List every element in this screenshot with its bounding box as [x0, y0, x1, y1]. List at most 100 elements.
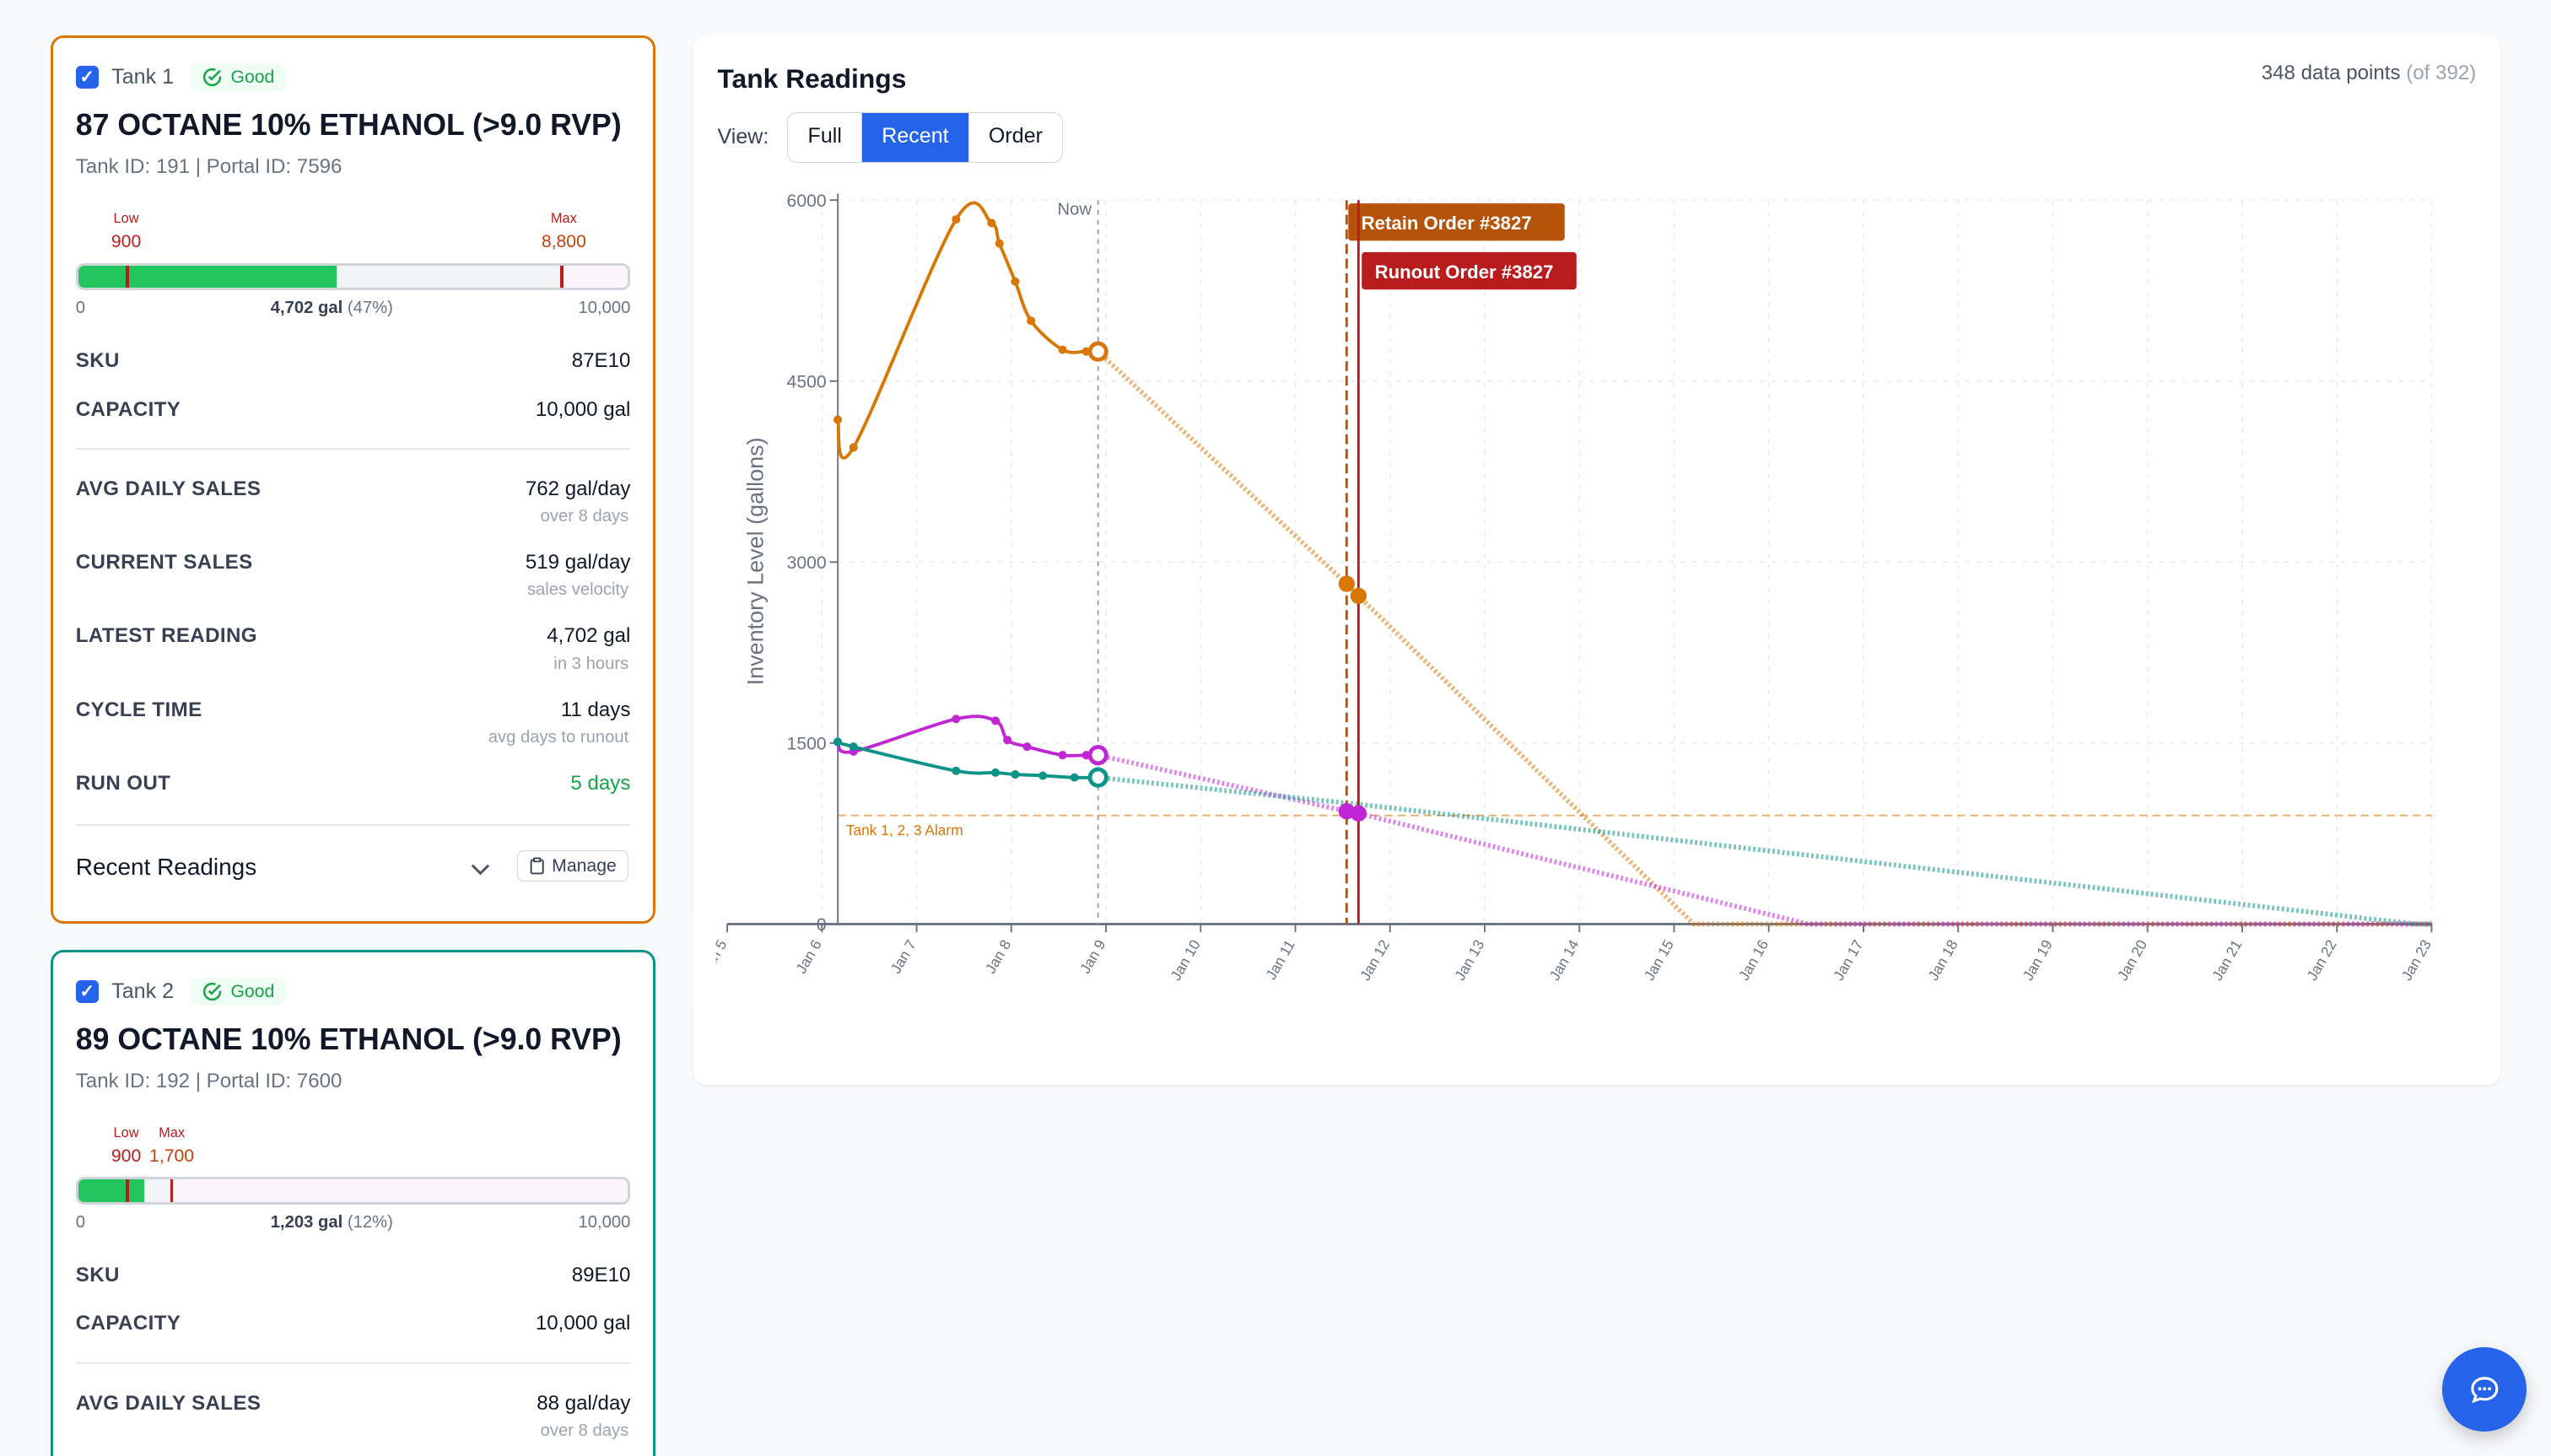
current-gal: 4,702 gal — [270, 298, 343, 317]
tank-header: ✓ Tank 1 Good — [75, 61, 286, 94]
row-note: sales velocity — [526, 580, 629, 599]
view-full-button[interactable]: Full — [807, 124, 842, 148]
tank-card-1[interactable]: ✓ Tank 1 Good 87 OCTANE 10% ETHANOL (>9.… — [50, 35, 656, 925]
max-value: 8,800 — [541, 231, 586, 251]
view-order-button[interactable]: Order — [968, 113, 1062, 162]
y-tick-label: 4500 — [787, 372, 827, 391]
row-note: over 8 days — [540, 506, 629, 526]
x-tick-label: Jan 7 — [887, 937, 920, 977]
reading-point — [1011, 277, 1020, 286]
status-badge: Good — [190, 978, 286, 1006]
forecast-line — [1098, 752, 2432, 927]
divider — [75, 823, 631, 826]
y-tick-label: 3000 — [787, 553, 827, 573]
x-tick-label: Jan 11 — [1262, 937, 1298, 983]
level-scale: 0 4,702 gal (47%) 10,000 — [76, 299, 631, 318]
reading-point — [995, 239, 1004, 248]
x-tick-label: Jan 18 — [1924, 937, 1960, 984]
over-max-zone — [171, 1179, 628, 1203]
current-pct: (12%) — [347, 1212, 393, 1232]
tank-readings-panel: Tank Readings 348 data points (of 392) V… — [693, 35, 2501, 1086]
row-key: AVG DAILY SALES — [75, 1391, 262, 1415]
view-recent-button[interactable]: Recent — [861, 113, 968, 162]
scale-max: 10,000 — [578, 298, 631, 317]
row-key: CYCLE TIME — [75, 698, 202, 722]
level-fill — [78, 265, 337, 289]
alarm-label: Tank 1, 2, 3 Alarm — [846, 822, 963, 839]
view-label: View: — [717, 125, 769, 149]
status-text: Good — [230, 981, 275, 1001]
row-sku: SKU 87E10 — [76, 349, 631, 373]
row-capacity: CAPACITY 10,000 gal — [76, 398, 631, 422]
chevron-down-icon[interactable] — [469, 858, 492, 881]
row-key: LATEST READING — [75, 623, 257, 647]
reading-point — [849, 443, 858, 452]
reading-line — [836, 715, 1098, 758]
chat-button[interactable] — [2441, 1346, 2527, 1432]
order-flag — [1348, 203, 1565, 241]
row-value: 10,000 gal — [535, 397, 631, 421]
x-tick-label: Jan 14 — [1545, 936, 1583, 983]
low-value: 900 — [111, 231, 142, 251]
order-flag — [1362, 251, 1577, 290]
row-latest-reading: LATEST READING 4,702 gal — [76, 624, 631, 648]
scale-max: 10,000 — [578, 1212, 631, 1232]
max-marker — [560, 265, 564, 289]
tank-select-checkbox[interactable]: ✓ — [75, 980, 99, 1004]
panel-title: Tank Readings — [717, 63, 907, 94]
row-run-out: RUN OUT 5 days — [76, 772, 631, 795]
order-flag-label: Runout Order #3827 — [1375, 262, 1554, 283]
order-point — [1350, 587, 1367, 605]
product-name: 89 OCTANE 10% ETHANOL (>9.0 RVP) — [75, 1022, 622, 1057]
low-label: Low — [113, 1124, 139, 1141]
low-marker — [126, 265, 130, 289]
view-toggle: Full Recent Order — [787, 112, 1064, 163]
tank-select-checkbox[interactable]: ✓ — [75, 66, 99, 89]
reading-point — [952, 715, 961, 724]
level-fill — [78, 1179, 144, 1203]
scale-min: 0 — [75, 298, 86, 317]
reading-point — [952, 215, 961, 224]
row-avg-daily-sales: AVG DAILY SALES 88 gal/day — [76, 1392, 631, 1416]
row-capacity: CAPACITY 10,000 gal — [76, 1312, 631, 1335]
level-scale: 0 1,203 gal (12%) 10,000 — [76, 1213, 631, 1232]
reading-point — [1038, 771, 1048, 780]
low-value: 900 — [111, 1146, 142, 1166]
chat-bubble-icon — [2470, 1376, 2498, 1404]
x-tick-label: Jan 20 — [2114, 937, 2150, 984]
x-tick-label: Jan 6 — [792, 937, 825, 977]
x-tick-label: Jan 12 — [1356, 937, 1393, 984]
order-point — [1338, 575, 1355, 592]
scale-min: 0 — [75, 1212, 86, 1232]
check-circle-icon — [202, 982, 221, 1001]
reading-point — [1027, 316, 1036, 326]
tank-card-2[interactable]: ✓ Tank 2 Good 89 OCTANE 10% ETHANOL (>9.… — [50, 950, 656, 1456]
reading-point — [991, 768, 1000, 777]
row-value: 10,000 gal — [535, 1312, 631, 1335]
row-note: over 8 days — [540, 1421, 629, 1440]
row-key: SKU — [75, 1263, 120, 1286]
manage-button[interactable]: Manage — [516, 849, 629, 882]
row-value: 87E10 — [571, 348, 631, 372]
row-key: RUN OUT — [75, 772, 171, 795]
current-pct: (47%) — [347, 298, 393, 317]
axis-mask — [693, 910, 716, 1009]
x-tick-label: Jan 10 — [1167, 937, 1203, 984]
current-level: 4,702 gal (47%) — [271, 299, 393, 318]
reading-point — [987, 218, 996, 228]
max-value: 1,700 — [149, 1146, 195, 1166]
data-point-count: 348 data points (of 392) — [2262, 62, 2477, 85]
row-value: 11 days — [560, 698, 631, 722]
level-bar — [75, 1177, 631, 1205]
x-tick-label: Jan 23 — [2398, 937, 2435, 984]
tank-header: ✓ Tank 2 Good — [75, 975, 286, 1008]
row-key: AVG DAILY SALES — [75, 477, 262, 501]
status-text: Good — [230, 67, 275, 87]
row-value: 4,702 gal — [547, 623, 631, 647]
count-shown: 348 data points — [2261, 62, 2401, 85]
row-note: in 3 hours — [553, 655, 629, 674]
reading-point — [1003, 736, 1012, 745]
y-tick-label: 1500 — [787, 735, 827, 754]
